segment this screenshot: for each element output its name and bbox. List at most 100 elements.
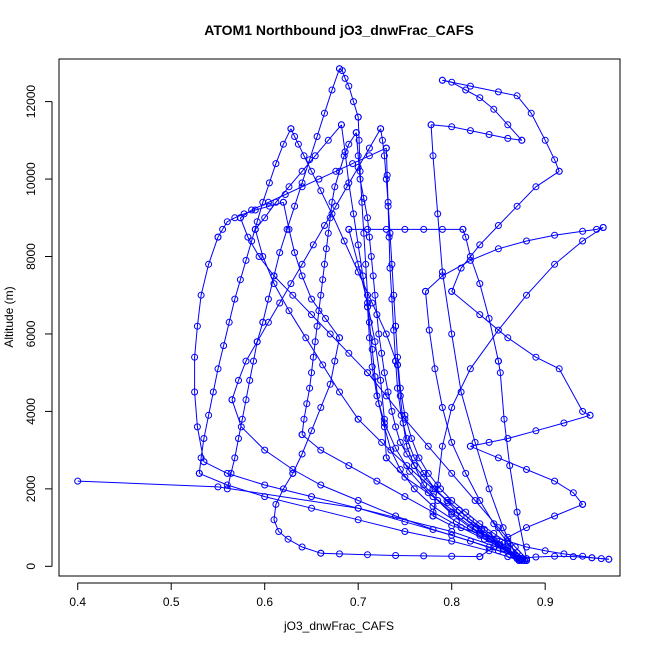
data-point bbox=[588, 554, 596, 562]
data-point bbox=[242, 256, 250, 264]
data-point bbox=[425, 326, 433, 334]
data-point bbox=[287, 125, 295, 133]
data-point bbox=[513, 92, 521, 100]
data-point bbox=[368, 345, 376, 353]
data-point bbox=[424, 442, 432, 450]
data-point bbox=[523, 237, 530, 245]
series-line bbox=[262, 68, 340, 323]
data-point bbox=[219, 225, 227, 233]
data-point bbox=[259, 253, 267, 260]
data-point bbox=[336, 334, 343, 342]
series-line bbox=[231, 128, 382, 400]
series-line bbox=[203, 461, 521, 561]
data-point bbox=[308, 493, 315, 501]
series-line bbox=[497, 361, 527, 559]
data-point bbox=[485, 547, 493, 555]
data-point bbox=[519, 556, 527, 564]
data-point bbox=[300, 152, 308, 160]
data-point bbox=[364, 551, 371, 559]
data-point bbox=[289, 469, 297, 477]
series-line bbox=[431, 124, 522, 141]
data-point bbox=[560, 550, 568, 558]
x-tick-label: 0.6 bbox=[256, 595, 273, 609]
data-point bbox=[298, 543, 306, 551]
data-point bbox=[397, 411, 405, 419]
data-point bbox=[392, 552, 400, 559]
data-point bbox=[345, 140, 353, 148]
data-point bbox=[214, 365, 222, 373]
data-point bbox=[471, 497, 479, 504]
series-line bbox=[367, 372, 527, 559]
data-point bbox=[605, 555, 613, 563]
data-point bbox=[555, 167, 563, 175]
data-point bbox=[261, 446, 269, 454]
data-point bbox=[401, 225, 409, 233]
series-line bbox=[451, 291, 591, 416]
series-line bbox=[348, 229, 387, 458]
data-point bbox=[429, 512, 437, 520]
series-line bbox=[355, 132, 523, 561]
data-point bbox=[523, 543, 530, 551]
data-point bbox=[360, 194, 368, 202]
data-point bbox=[354, 497, 362, 504]
data-point bbox=[343, 183, 351, 191]
y-tick-label: 4000 bbox=[24, 398, 38, 425]
data-point bbox=[223, 469, 231, 477]
data-point bbox=[485, 131, 493, 138]
data-point bbox=[308, 427, 315, 435]
data-point bbox=[364, 225, 371, 233]
data-point bbox=[319, 361, 327, 369]
data-point bbox=[317, 446, 325, 454]
data-point bbox=[298, 260, 306, 268]
data-point bbox=[378, 438, 386, 446]
data-point bbox=[242, 357, 250, 365]
data-point bbox=[396, 392, 404, 400]
data-point bbox=[276, 249, 284, 257]
data-point bbox=[289, 291, 297, 299]
data-point bbox=[448, 531, 456, 539]
series-line bbox=[226, 322, 264, 490]
data-point bbox=[272, 500, 280, 508]
data-point bbox=[494, 222, 502, 229]
data-point bbox=[444, 498, 452, 506]
data-point bbox=[298, 183, 306, 191]
data-point bbox=[345, 82, 353, 90]
data-point bbox=[448, 287, 456, 295]
data-point bbox=[424, 489, 432, 497]
data-point bbox=[279, 140, 287, 148]
x-tick-label: 0.9 bbox=[537, 595, 554, 609]
data-point bbox=[431, 485, 439, 493]
data-point bbox=[298, 179, 306, 187]
data-point bbox=[466, 253, 474, 260]
data-point bbox=[457, 388, 465, 396]
data-point bbox=[231, 454, 239, 462]
data-point bbox=[191, 388, 199, 396]
y-tick-label: 8000 bbox=[24, 243, 38, 270]
data-point bbox=[373, 311, 381, 319]
data-point bbox=[429, 493, 437, 501]
data-point bbox=[504, 435, 512, 442]
data-point bbox=[378, 349, 386, 357]
data-point bbox=[551, 477, 559, 485]
data-point bbox=[317, 404, 325, 411]
data-point bbox=[298, 272, 306, 280]
series-line bbox=[425, 227, 604, 292]
data-point bbox=[485, 438, 493, 446]
data-point bbox=[205, 260, 213, 268]
data-point bbox=[476, 497, 484, 504]
data-point bbox=[285, 225, 293, 233]
data-layer bbox=[74, 65, 613, 564]
data-point bbox=[485, 485, 493, 493]
data-point bbox=[403, 435, 411, 442]
series-line bbox=[217, 201, 284, 238]
data-point bbox=[390, 291, 398, 299]
data-point bbox=[328, 198, 336, 206]
x-tick-label: 0.5 bbox=[163, 595, 180, 609]
data-point bbox=[231, 295, 239, 303]
data-point bbox=[579, 407, 587, 415]
series-line bbox=[292, 337, 340, 474]
data-point bbox=[306, 384, 314, 392]
data-point bbox=[382, 225, 390, 233]
data-point bbox=[240, 210, 248, 218]
x-axis: 0.4 0.5 0.6 0.7 0.8 0.9 bbox=[69, 582, 554, 609]
